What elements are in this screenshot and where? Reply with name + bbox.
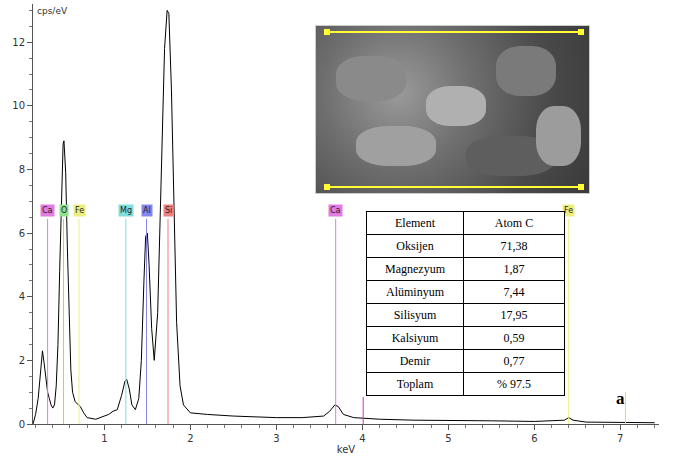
svg-text:0: 0 — [19, 419, 25, 430]
html-text:a: a — [616, 389, 625, 408]
svg-text:Ca: Ca — [42, 206, 53, 215]
html-text:0,77: 0,77 — [503, 353, 525, 368]
svg-text:Fe: Fe — [75, 206, 84, 215]
svg-text:10: 10 — [12, 100, 25, 111]
html-text:Silisyum: Silisyum — [393, 307, 437, 322]
html-text:Toplam: Toplam — [396, 376, 434, 391]
svg-text:cps/eV: cps/eV — [37, 6, 68, 16]
svg-text:7: 7 — [617, 433, 623, 444]
html-text:Oksijen: Oksijen — [396, 238, 434, 253]
html-text:% 97.5: % 97.5 — [497, 376, 531, 391]
html-text:17,95: 17,95 — [500, 307, 528, 322]
svg-text:4: 4 — [359, 433, 365, 444]
svg-text:Fe: Fe — [564, 206, 573, 215]
svg-text:5: 5 — [445, 433, 451, 444]
html-text:Alüminyum: Alüminyum — [386, 284, 444, 299]
html-text:Demir: Demir — [399, 353, 431, 368]
svg-text:Mg: Mg — [120, 206, 132, 215]
html-text:0,59: 0,59 — [503, 330, 525, 345]
svg-text:4: 4 — [19, 291, 25, 302]
svg-text:2: 2 — [187, 433, 193, 444]
svg-text:6: 6 — [531, 433, 537, 444]
html-text:Element: Element — [395, 215, 435, 230]
svg-text:6: 6 — [19, 228, 25, 239]
html-text:Atom C: Atom C — [494, 215, 534, 230]
html-text:71,38: 71,38 — [500, 238, 528, 253]
svg-text:Ca: Ca — [330, 206, 341, 215]
html-text:Magnezyum: Magnezyum — [385, 261, 445, 276]
svg-text:Al: Al — [143, 206, 151, 215]
svg-text:12: 12 — [12, 37, 25, 48]
svg-text:Si: Si — [165, 206, 172, 215]
svg-text:O: O — [61, 206, 67, 215]
html-text:7,44: 7,44 — [503, 284, 525, 299]
html-text:Kalsiyum: Kalsiyum — [391, 330, 439, 345]
svg-text:2: 2 — [19, 355, 25, 366]
html-text:1,87: 1,87 — [503, 261, 525, 276]
svg-text:8: 8 — [19, 164, 25, 175]
svg-text:3: 3 — [273, 433, 279, 444]
svg-text:1: 1 — [101, 433, 107, 444]
svg-text:keV: keV — [337, 444, 356, 455]
